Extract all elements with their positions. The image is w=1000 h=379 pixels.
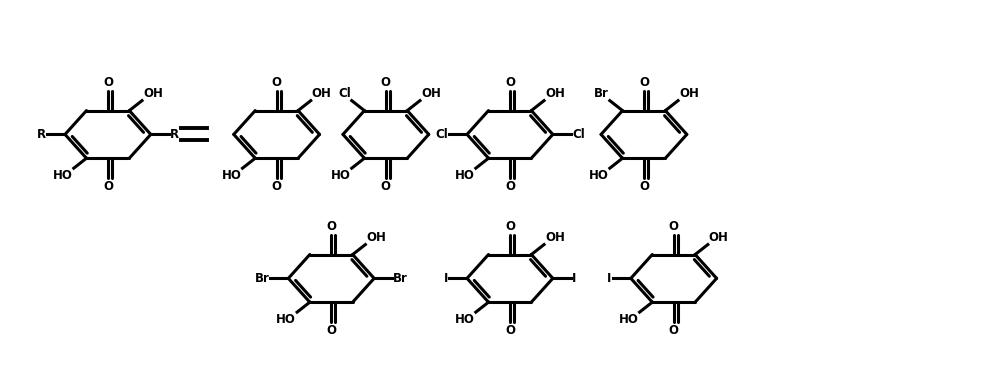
Text: OH: OH bbox=[709, 230, 729, 244]
Text: O: O bbox=[505, 219, 515, 233]
Text: Br: Br bbox=[393, 272, 408, 285]
Text: O: O bbox=[669, 219, 679, 233]
Text: HO: HO bbox=[222, 169, 242, 182]
Text: I: I bbox=[572, 272, 576, 285]
Text: O: O bbox=[381, 75, 391, 89]
Text: O: O bbox=[272, 180, 282, 193]
Text: HO: HO bbox=[589, 169, 609, 182]
Text: Cl: Cl bbox=[572, 128, 585, 141]
Text: Cl: Cl bbox=[338, 87, 351, 100]
Text: OH: OH bbox=[143, 87, 163, 100]
Text: O: O bbox=[639, 75, 649, 89]
Text: HO: HO bbox=[619, 313, 639, 326]
Text: Cl: Cl bbox=[435, 128, 448, 141]
Text: OH: OH bbox=[545, 87, 565, 100]
Text: O: O bbox=[505, 180, 515, 193]
Text: Br: Br bbox=[594, 87, 609, 100]
Text: OH: OH bbox=[679, 87, 699, 100]
Text: R: R bbox=[37, 128, 46, 141]
Text: R: R bbox=[170, 128, 179, 141]
Text: HO: HO bbox=[276, 313, 296, 326]
Text: OH: OH bbox=[545, 230, 565, 244]
Text: HO: HO bbox=[331, 169, 351, 182]
Text: I: I bbox=[444, 272, 448, 285]
Text: I: I bbox=[607, 272, 612, 285]
Text: O: O bbox=[639, 180, 649, 193]
Text: HO: HO bbox=[53, 169, 73, 182]
Text: O: O bbox=[381, 180, 391, 193]
Text: Br: Br bbox=[254, 272, 269, 285]
Text: HO: HO bbox=[455, 313, 475, 326]
Text: OH: OH bbox=[366, 230, 386, 244]
Text: O: O bbox=[326, 219, 336, 233]
Text: O: O bbox=[326, 324, 336, 337]
Text: O: O bbox=[505, 75, 515, 89]
Text: O: O bbox=[103, 75, 113, 89]
Text: OH: OH bbox=[421, 87, 441, 100]
Text: O: O bbox=[103, 180, 113, 193]
Text: HO: HO bbox=[455, 169, 475, 182]
Text: O: O bbox=[272, 75, 282, 89]
Text: O: O bbox=[505, 324, 515, 337]
Text: OH: OH bbox=[312, 87, 332, 100]
Text: O: O bbox=[669, 324, 679, 337]
